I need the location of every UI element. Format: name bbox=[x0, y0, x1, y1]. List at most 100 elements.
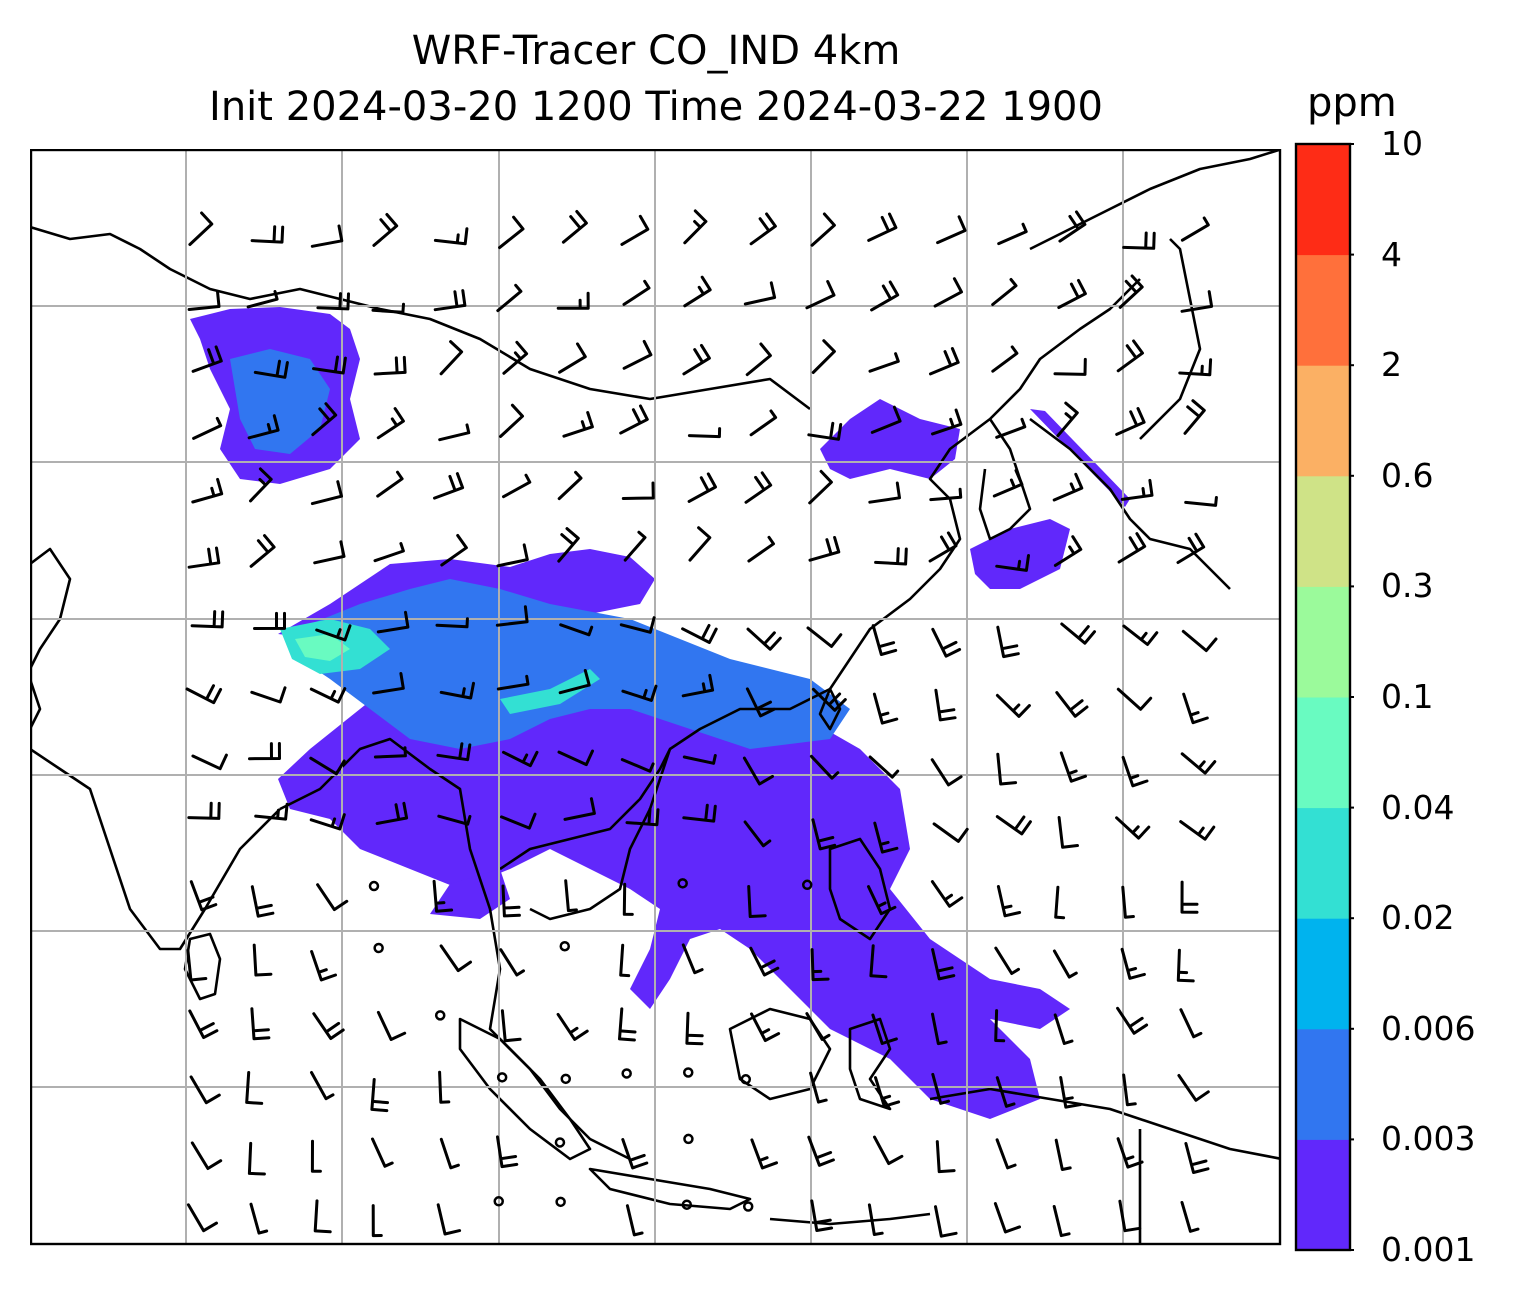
co-tracer-plume bbox=[190, 307, 1130, 1119]
wind-barb bbox=[249, 534, 276, 568]
wind-barb bbox=[190, 610, 225, 629]
wind-barb bbox=[873, 821, 899, 854]
wind-barb bbox=[438, 423, 471, 442]
wind-barb bbox=[1117, 532, 1147, 564]
wind-barb bbox=[810, 948, 830, 982]
wind-barb bbox=[994, 946, 1020, 975]
map-frame bbox=[30, 149, 1282, 1246]
colorbar-segment bbox=[1296, 586, 1350, 698]
wind-barb bbox=[618, 1007, 637, 1042]
wind-barb bbox=[309, 687, 347, 704]
wind-barb bbox=[500, 1009, 522, 1043]
chart-title-line2: Init 2024-03-20 1200 Time 2024-03-22 190… bbox=[209, 84, 1103, 130]
wind-barb bbox=[376, 407, 405, 440]
wind-barb bbox=[994, 1009, 1006, 1043]
wind-barb bbox=[1121, 755, 1149, 788]
wind-barb bbox=[995, 1138, 1017, 1170]
wind-barb bbox=[745, 687, 776, 718]
wind-barb bbox=[564, 879, 578, 913]
colorbar-tick-label: 0.003 bbox=[1381, 1119, 1476, 1159]
wind-barb bbox=[1184, 1142, 1210, 1174]
wind-barb bbox=[192, 416, 223, 440]
calm-wind-marker bbox=[493, 1196, 504, 1207]
wind-barb bbox=[1180, 1201, 1200, 1233]
wind-barb bbox=[931, 1012, 948, 1046]
plume-outer-northeast bbox=[820, 399, 960, 479]
wind-barb bbox=[372, 213, 399, 247]
wind-barb bbox=[619, 404, 649, 435]
wind-barb bbox=[1180, 216, 1210, 242]
wind-barb bbox=[375, 801, 409, 825]
wind-barb bbox=[872, 692, 899, 725]
wind-barb bbox=[249, 1202, 269, 1235]
wind-barb bbox=[681, 624, 718, 644]
wind-barb bbox=[995, 1076, 1016, 1108]
wind-barb bbox=[1182, 692, 1209, 725]
wind-barb bbox=[1122, 231, 1156, 250]
plume-mid-northwest bbox=[230, 349, 330, 454]
wind-barb bbox=[502, 473, 532, 499]
colorbar-segment bbox=[1296, 1139, 1350, 1251]
wind-barb bbox=[439, 944, 472, 973]
colorbar-segment bbox=[1296, 918, 1350, 1030]
wind-barb bbox=[561, 210, 588, 244]
wind-barb bbox=[995, 815, 1032, 836]
calm-wind-marker bbox=[555, 1196, 566, 1208]
wind-barb bbox=[557, 470, 583, 501]
wind-barb bbox=[1118, 274, 1144, 309]
gridlines bbox=[30, 149, 1280, 1244]
wind-barb bbox=[811, 339, 836, 374]
wind-barb bbox=[931, 948, 956, 981]
wind-barb bbox=[936, 215, 967, 245]
wind-barb bbox=[310, 224, 344, 248]
wind-barb bbox=[1059, 751, 1087, 783]
wind-barb bbox=[1179, 820, 1216, 841]
wind-barb bbox=[1054, 1138, 1072, 1171]
colorbar-tick-label: 0.006 bbox=[1381, 1008, 1476, 1048]
wind-barb bbox=[559, 623, 594, 637]
wind-barb bbox=[373, 542, 405, 563]
colorbar-tick-label: 0.3 bbox=[1381, 566, 1434, 606]
korea-coast bbox=[978, 418, 1032, 541]
wind-barb bbox=[745, 342, 772, 377]
wind-barb bbox=[496, 674, 530, 691]
wind-barb bbox=[873, 1135, 904, 1165]
wind-barb bbox=[749, 946, 780, 977]
wind-barb bbox=[682, 754, 717, 765]
wind-barb bbox=[373, 746, 407, 759]
wind-barb bbox=[438, 1070, 451, 1104]
wind-barb bbox=[682, 343, 711, 376]
wind-barb bbox=[1058, 210, 1087, 243]
wind-barb bbox=[190, 1141, 223, 1170]
colorbar-segment bbox=[1296, 254, 1350, 366]
wind-barb bbox=[186, 948, 208, 982]
calm-wind-marker bbox=[434, 1010, 446, 1021]
wind-barb bbox=[683, 209, 708, 245]
colorbar-segment bbox=[1296, 807, 1350, 919]
wind-barb bbox=[622, 882, 634, 916]
wind-barb bbox=[932, 822, 969, 843]
wind-barb bbox=[992, 469, 1024, 498]
wind-barb bbox=[435, 617, 469, 629]
map-panel bbox=[30, 149, 1282, 1246]
wind-barb bbox=[1120, 478, 1154, 501]
wind-barb bbox=[688, 526, 712, 562]
wind-barb bbox=[991, 345, 1019, 373]
wind-barb bbox=[623, 530, 647, 562]
wind-barb bbox=[439, 340, 464, 376]
wind-barb bbox=[187, 546, 221, 569]
colorbar-tick-label: 0.6 bbox=[1381, 455, 1434, 495]
wind-barb bbox=[935, 1140, 956, 1174]
wind-barb bbox=[312, 1012, 345, 1040]
java bbox=[588, 1167, 752, 1211]
wind-barb bbox=[432, 879, 454, 913]
wind-barb bbox=[311, 402, 338, 437]
wind-barb bbox=[440, 534, 468, 567]
wind-barb bbox=[250, 225, 285, 244]
wind-barb bbox=[309, 813, 346, 831]
taiwan bbox=[818, 687, 842, 731]
wind-barb bbox=[621, 684, 658, 702]
wind-barb bbox=[809, 754, 840, 780]
wind-barb bbox=[928, 531, 958, 563]
wind-barb bbox=[742, 756, 774, 786]
